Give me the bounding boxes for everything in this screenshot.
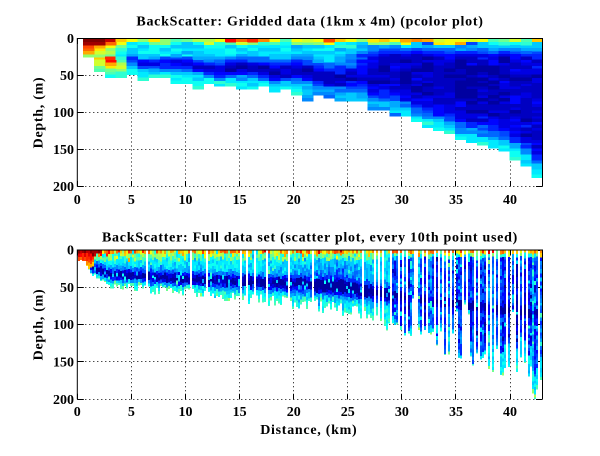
svg-text:5: 5 [128,193,135,208]
svg-text:200: 200 [53,393,74,408]
svg-text:10: 10 [179,405,193,420]
svg-text:25: 25 [341,405,355,420]
svg-text:100: 100 [53,318,74,333]
svg-text:BackScatter: Full data set (sc: BackScatter: Full data set (scatter plot… [102,231,518,246]
svg-text:Depth, (m): Depth, (m) [32,289,47,361]
svg-text:150: 150 [53,143,74,158]
svg-text:200: 200 [53,180,74,195]
svg-text:15: 15 [233,193,247,208]
svg-text:25: 25 [341,193,355,208]
svg-text:0: 0 [67,244,74,259]
svg-text:40: 40 [503,193,517,208]
svg-text:50: 50 [60,69,74,84]
svg-text:40: 40 [503,405,517,420]
svg-text:0: 0 [74,193,81,208]
svg-text:100: 100 [53,106,74,121]
svg-text:35: 35 [449,193,463,208]
svg-text:30: 30 [395,193,409,208]
svg-text:Depth, (m): Depth, (m) [32,77,47,149]
svg-text:20: 20 [287,193,301,208]
svg-text:BackScatter: Gridded data (1km: BackScatter: Gridded data (1km x 4m) (pc… [136,14,483,29]
svg-text:5: 5 [128,405,135,420]
svg-text:150: 150 [53,356,74,371]
svg-text:Distance, (km): Distance, (km) [260,423,357,438]
svg-text:30: 30 [395,405,409,420]
svg-text:15: 15 [233,405,247,420]
svg-text:35: 35 [449,405,463,420]
svg-text:0: 0 [67,32,74,47]
svg-text:20: 20 [287,405,301,420]
svg-text:0: 0 [74,405,81,420]
svg-text:50: 50 [60,281,74,296]
svg-text:10: 10 [179,193,193,208]
